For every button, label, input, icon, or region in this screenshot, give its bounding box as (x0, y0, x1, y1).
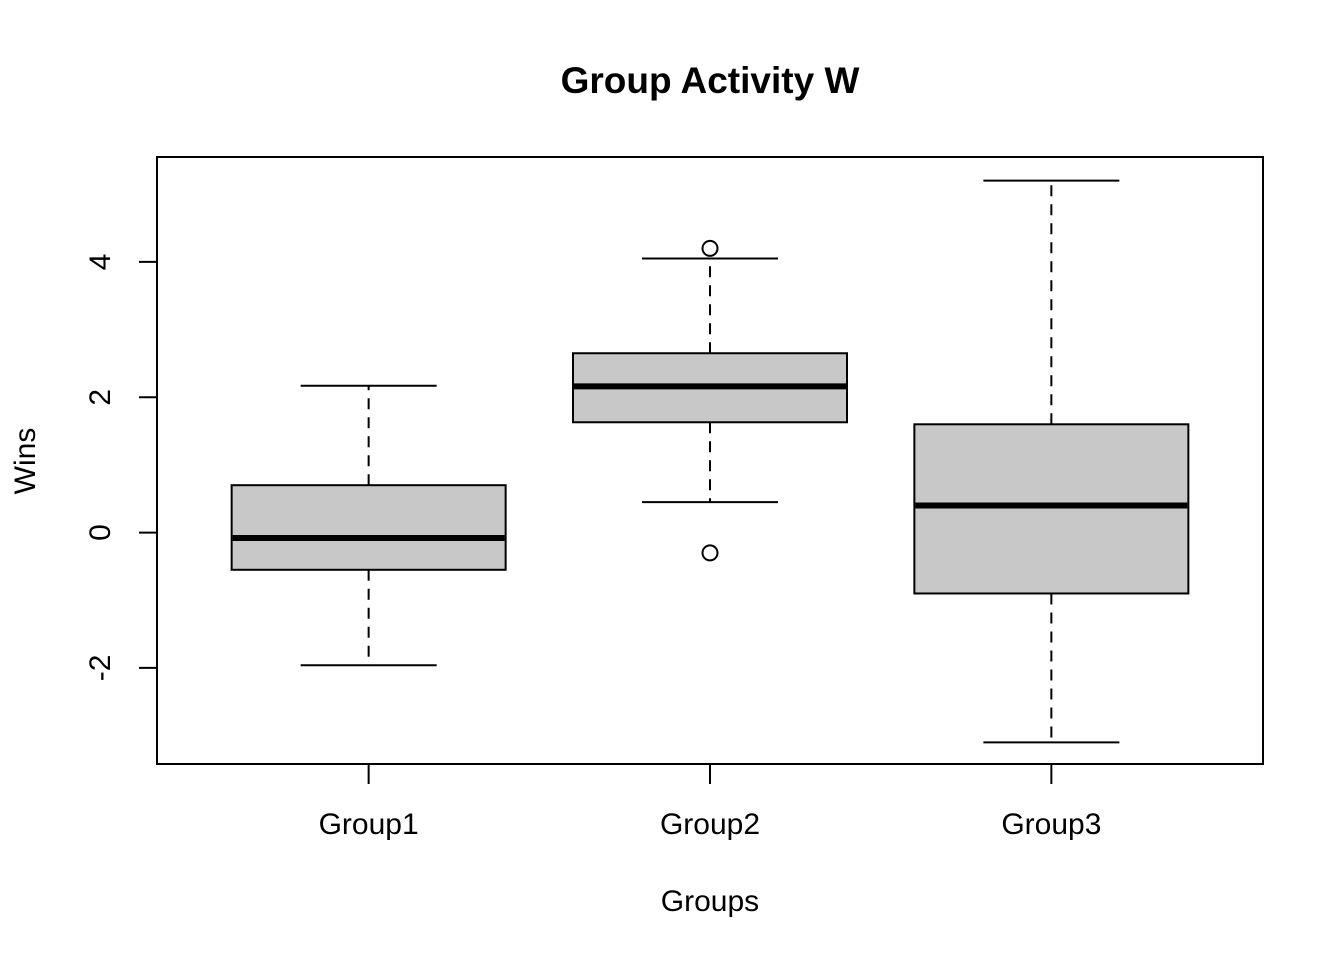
y-tick-label: 0 (84, 524, 117, 541)
chart-title: Group Activity W (561, 60, 860, 101)
box-group3 (913, 179, 1190, 744)
y-axis-label: Wins (9, 428, 42, 495)
outlier-point (701, 544, 719, 562)
y-axis: -2 0 2 4 (84, 254, 157, 682)
x-tick-label: Group1 (319, 808, 419, 841)
x-tick-label: Group2 (660, 808, 760, 841)
box-group2 (572, 239, 848, 562)
boxes (230, 179, 1190, 744)
box-group1 (230, 384, 507, 667)
x-axis-label: Groups (661, 885, 759, 918)
y-tick-label: 4 (84, 254, 117, 271)
x-tick-label: Group3 (1001, 808, 1101, 841)
iqr-box (913, 423, 1190, 595)
y-tick-label: 2 (84, 389, 117, 406)
x-axis: Group1 Group2 Group3 (319, 764, 1101, 841)
outlier-point (701, 239, 719, 257)
iqr-box (230, 484, 507, 571)
y-tick-label: -2 (84, 655, 117, 682)
